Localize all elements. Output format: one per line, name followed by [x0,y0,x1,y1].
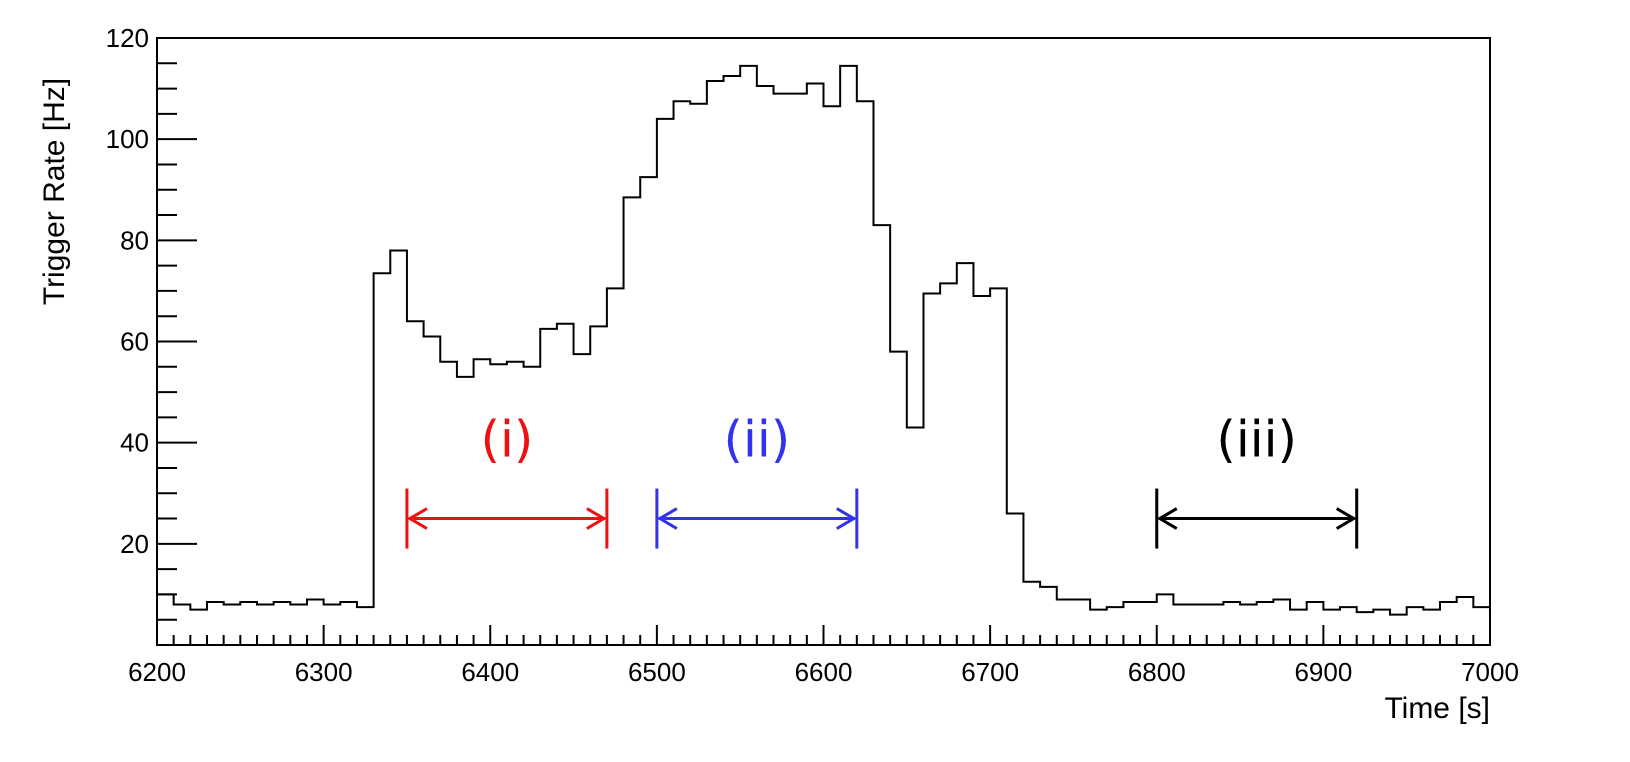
x-tick-label: 6400 [461,657,519,687]
annotation-interval: (i) [405,411,609,549]
x-tick-label: 6900 [1294,657,1352,687]
annotation-label: (i) [480,411,533,469]
y-tick-label: 60 [120,327,149,357]
y-tick-label: 40 [120,428,149,458]
histogram-line [157,64,1490,616]
x-tick-label: 7000 [1461,657,1519,687]
arrow-head-left [656,507,678,530]
annotation-label: (ii) [723,411,790,469]
y-tick-label: 20 [120,529,149,559]
annotations: (i) (ii) (iii) [405,411,1359,549]
arrow-head-left [406,507,428,530]
x-tick-label: 6800 [1128,657,1186,687]
plot-frame [156,37,1491,646]
arrow-head-right [586,507,607,530]
arrow-head-right [1335,507,1357,530]
arrow-head-right [836,507,857,530]
y-tick-labels: 20 40 60 80 100 120 [106,23,149,559]
annotation-label: (iii) [1216,411,1297,469]
x-tick-labels: 6200 6300 6400 6500 6600 6700 6800 6900 7000 [128,657,1519,687]
x-tick-label: 6500 [628,657,686,687]
x-tick-label: 6300 [295,657,353,687]
x-tick-label: 6600 [795,657,853,687]
x-axis-title: Time [s] [1384,692,1490,725]
y-tick-label: 120 [106,23,149,53]
arrow-head-left [1156,507,1178,530]
annotation-interval: (ii) [655,411,859,549]
y-axis-title: Trigger Rate [Hz] [38,78,71,305]
axis-ticks [156,37,1491,646]
x-tick-label: 6200 [128,657,186,687]
y-tick-label: 80 [120,225,149,255]
annotation-interval: (iii) [1155,411,1359,549]
y-tick-label: 100 [106,124,149,154]
x-tick-label: 6700 [961,657,1019,687]
